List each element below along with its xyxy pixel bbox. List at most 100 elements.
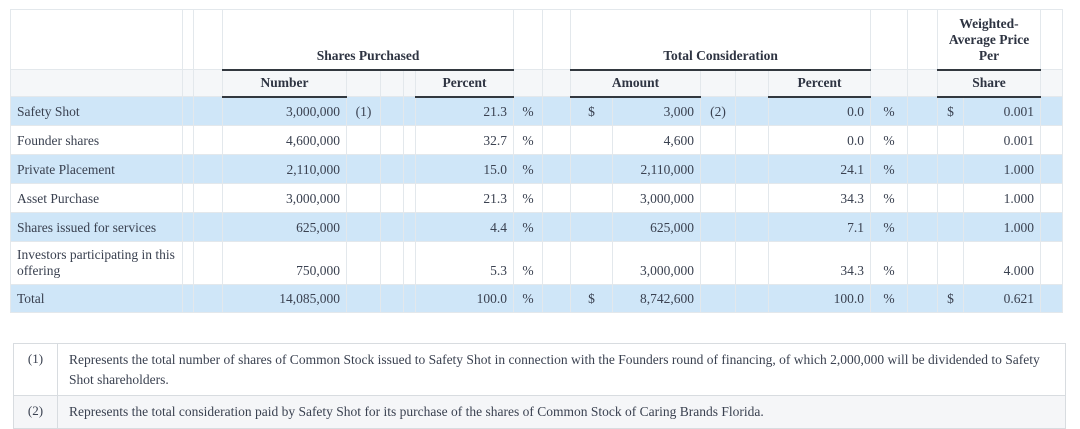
shares-percent-value: 32.7 [414,125,515,155]
percent-sign: % [870,212,909,242]
footnote-ref [700,125,737,155]
column-header-shares-percent: Percent [414,69,515,98]
row-label: Safety Shot [10,96,183,126]
table-row: Safety Shot 3,000,000 (1) 21.3% $3,000 (2) 0.0… [10,96,1064,126]
spacer-cell [182,241,194,285]
percent-sign: % [870,284,909,313]
percent-sign: % [513,183,544,213]
group-header-weighted-average-price-per: Weighted-Average Price Per [937,9,1042,71]
group-header-shares-purchased: Shares Purchased [221,9,515,71]
spacer-cell [1040,212,1064,242]
spacer-cell [542,9,572,70]
spacer-cell [380,241,404,285]
table-row: Founder shares 4,600,000 32.7% 4,600 0.0% 0.0… [10,125,1064,155]
spacer-cell [1040,284,1064,313]
footnote-text: Represents the total consideration paid … [69,404,764,420]
footnote-ref [346,241,381,285]
dollar-sign: $ [570,96,614,126]
row-label: Private Placement [10,154,183,184]
spacer-cell [380,183,404,213]
share-price: 0.621 [963,284,1042,313]
footnote-ref: (1) [346,96,381,126]
spacer-cell [735,212,770,242]
shares-number: 14,085,000 [222,284,347,313]
spacer-cell [907,96,939,126]
footnote-ref [346,183,381,213]
percent-sign: % [870,154,909,184]
spacer-cell [870,9,909,70]
footnotes-section: (1) Represents the total number of share… [13,343,1066,429]
percent-sign: % [513,284,544,313]
spacer-cell [542,212,572,242]
shares-percent-value: 21.3 [414,183,515,213]
spacer-cell [10,9,183,70]
footnote-ref [346,284,381,313]
row-label: Investors participating in this offering [10,241,183,285]
spacer-cell [735,154,770,184]
shares-number: 4,600,000 [222,125,347,155]
column-header-share: Share [937,69,1042,98]
ownership-table-wrap: Shares Purchased Total Consideration Weigh… [10,9,1064,313]
shares-number: 3,000,000 [222,183,347,213]
percent-sign: % [870,96,909,126]
percent-sign: % [870,125,909,155]
shares-percent-value: 5.3 [414,241,515,285]
table-row: Investors participating in this offering… [10,241,1064,285]
dollar-sign [937,183,965,213]
spacer-cell [380,154,404,184]
percent-sign: % [513,212,544,242]
spacer-cell [1040,96,1064,126]
spacer-cell [542,96,572,126]
dollar-sign: $ [570,284,614,313]
footnote-ref [700,241,737,285]
row-label: Total [10,284,183,313]
spacer-cell [182,183,194,213]
footnote-ref [700,212,737,242]
consideration-amount: 3,000,000 [612,241,702,285]
spacer-cell [380,69,404,97]
consideration-percent-value: 34.3 [768,241,872,285]
spacer-cell [403,96,416,126]
group-header-total-consideration: Total Consideration [570,9,872,71]
spacer-cell [193,96,223,126]
footnote-ref: (2) [700,96,737,126]
dollar-sign [937,241,965,285]
footnote-ref [700,154,737,184]
share-price: 4.000 [963,241,1042,285]
dollar-sign [570,212,614,242]
consideration-percent-value: 100.0 [768,284,872,313]
spacer-cell [907,154,939,184]
spacer-cell [1040,9,1064,70]
footnote-marker: (1) [14,344,58,396]
share-price: 0.001 [963,125,1042,155]
consideration-percent-value: 34.3 [768,183,872,213]
table-row: Shares issued for services 625,000 4.4% 625… [10,212,1064,242]
spacer-cell [735,69,770,97]
share-price: 1.000 [963,154,1042,184]
spacer-cell [907,9,939,70]
shares-percent-value: 15.0 [414,154,515,184]
consideration-percent-value: 24.1 [768,154,872,184]
footnote-marker: (2) [14,396,58,428]
spacer-cell [542,154,572,184]
spacer-cell [870,69,909,97]
footnote-ref [346,154,381,184]
column-header-amount: Amount [570,69,702,98]
spacer-cell [380,212,404,242]
shares-number: 750,000 [222,241,347,285]
column-header-number: Number [222,69,347,98]
dollar-sign: $ [937,96,965,126]
spacer-cell [403,125,416,155]
spacer-cell [193,241,223,285]
spacer-cell [193,284,223,313]
spacer-cell [735,241,770,285]
share-price: 1.000 [963,212,1042,242]
dollar-sign [937,154,965,184]
spacer-cell [542,284,572,313]
shares-number: 3,000,000 [222,96,347,126]
spacer-cell [403,241,416,285]
spacer-cell [735,183,770,213]
spacer-cell [1040,183,1064,213]
spacer-cell [1040,125,1064,155]
